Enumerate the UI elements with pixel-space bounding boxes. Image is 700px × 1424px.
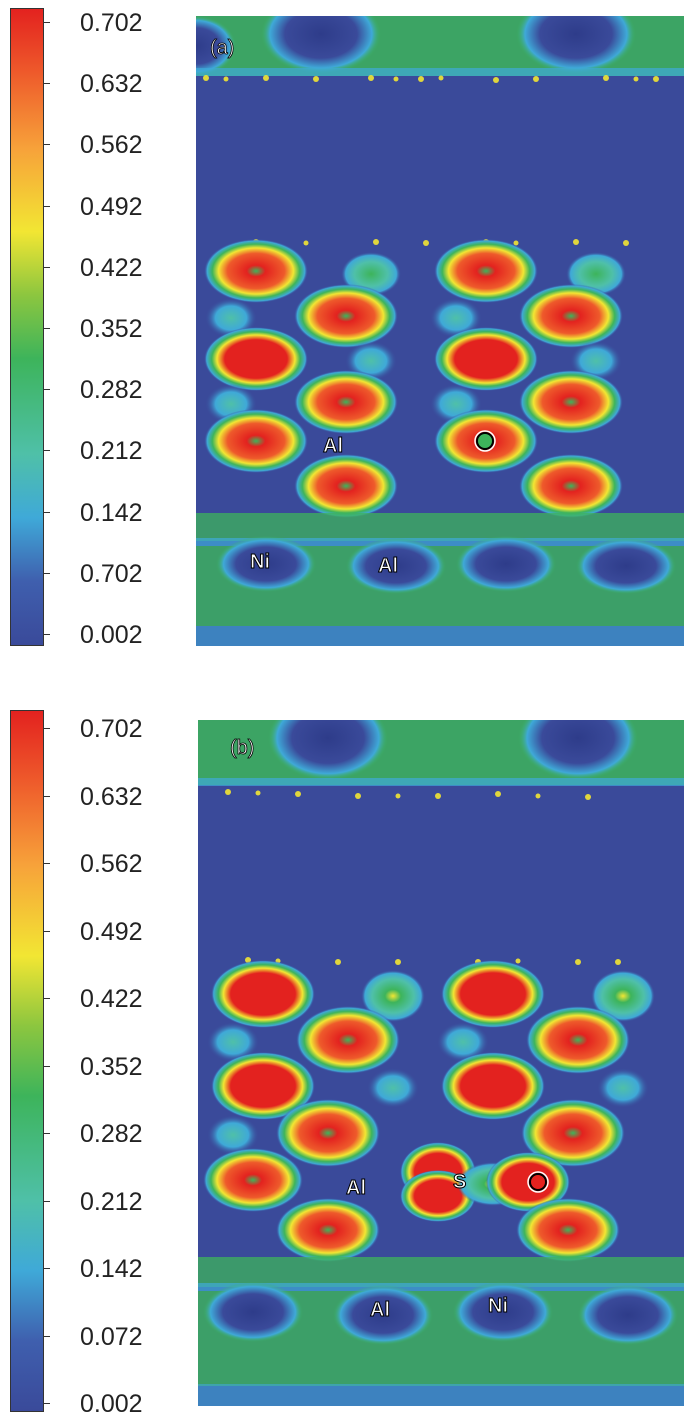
atom-label-al-1: Al bbox=[323, 435, 344, 457]
colorbar-tick-mark bbox=[44, 863, 50, 864]
colorbar-tick-label: 0.562 bbox=[80, 131, 143, 160]
colorbar-tick-mark bbox=[44, 1065, 50, 1067]
colorbar-tick-mark bbox=[44, 389, 50, 391]
colorbar-b bbox=[10, 710, 44, 1412]
panel-a: 0.702 0.632 0.562 0.492 0.422 0.352 0.282 0.212… bbox=[0, 0, 700, 660]
atom-label-al-4: Al bbox=[370, 1299, 391, 1321]
colorbar-tick-label: 0.072 bbox=[80, 1322, 143, 1351]
colorbar-tick-label: 0.282 bbox=[80, 376, 143, 405]
density-map-b: (b) Al S Al Ni bbox=[198, 720, 684, 1406]
colorbar-tick-mark bbox=[44, 1200, 50, 1202]
density-map-b-svg bbox=[198, 720, 684, 1406]
panel-label-a: (a) bbox=[210, 37, 235, 59]
colorbar-tick-label: 0.562 bbox=[80, 850, 143, 878]
colorbar-tick-label: 0.212 bbox=[80, 437, 143, 466]
colorbar-tick-mark bbox=[44, 572, 50, 574]
atom-label-ni: Ni bbox=[250, 551, 271, 573]
colorbar-tick-label: 0.282 bbox=[80, 1120, 143, 1148]
colorbar-tick-mark bbox=[44, 205, 50, 207]
colorbar-tick-label: 0.002 bbox=[80, 621, 143, 649]
atom-label-s: S bbox=[452, 1171, 467, 1193]
colorbar-tick-label: 0.632 bbox=[80, 782, 143, 811]
colorbar-tick-label: 0.702 bbox=[80, 715, 143, 743]
colorbar-tick-label: 0.632 bbox=[80, 70, 143, 99]
colorbar-tick-mark bbox=[44, 728, 50, 729]
atom-label-ni-2: Ni bbox=[488, 1295, 509, 1317]
panel-b: 0.702 0.632 0.562 0.492 0.422 0.352 0.282 0.212… bbox=[0, 700, 700, 1424]
colorbar-tick-mark bbox=[44, 1335, 50, 1337]
colorbar-tick-mark bbox=[44, 144, 50, 146]
panel-label-b: (b) bbox=[230, 737, 255, 759]
atom-label-al-3: Al bbox=[346, 1177, 367, 1199]
colorbar-tick-mark bbox=[44, 930, 50, 932]
colorbar-tick-mark bbox=[44, 634, 50, 635]
colorbar-tick-mark bbox=[44, 266, 50, 268]
colorbar-tick-label: 0.422 bbox=[80, 253, 143, 282]
colorbar-tick-label: 0.702 bbox=[80, 559, 143, 588]
colorbar-tick-label: 0.142 bbox=[80, 498, 143, 527]
colorbar-tick-mark bbox=[44, 22, 50, 23]
colorbar-tick-label: 0.212 bbox=[80, 1187, 143, 1216]
colorbar-tick-label: 0.492 bbox=[80, 917, 143, 946]
colorbar-tick-label: 0.422 bbox=[80, 985, 143, 1013]
density-map-a: (a) Al Ni Al bbox=[196, 16, 684, 646]
colorbar-tick-label: 0.002 bbox=[80, 1390, 143, 1418]
colorbar-tick-label: 0.352 bbox=[80, 315, 143, 343]
colorbar-tick-mark bbox=[44, 1268, 50, 1269]
density-map-a-svg bbox=[196, 16, 684, 646]
colorbar-tick-mark bbox=[44, 450, 50, 452]
colorbar-tick-mark bbox=[44, 998, 50, 999]
colorbar-tick-mark bbox=[44, 1133, 50, 1134]
colorbar-tick-label: 0.702 bbox=[80, 9, 143, 37]
colorbar-a bbox=[10, 8, 44, 646]
colorbar-tick-mark bbox=[44, 83, 50, 85]
colorbar-tick-label: 0.142 bbox=[80, 1255, 143, 1283]
colorbar-tick-mark bbox=[44, 511, 50, 513]
atom-label-al-2: Al bbox=[378, 555, 399, 577]
colorbar-tick-mark bbox=[44, 328, 50, 329]
colorbar-tick-label: 0.352 bbox=[80, 1052, 143, 1081]
colorbar-tick-label: 0.492 bbox=[80, 192, 143, 221]
colorbar-tick-mark bbox=[44, 795, 50, 797]
colorbar-tick-mark bbox=[44, 1403, 50, 1404]
